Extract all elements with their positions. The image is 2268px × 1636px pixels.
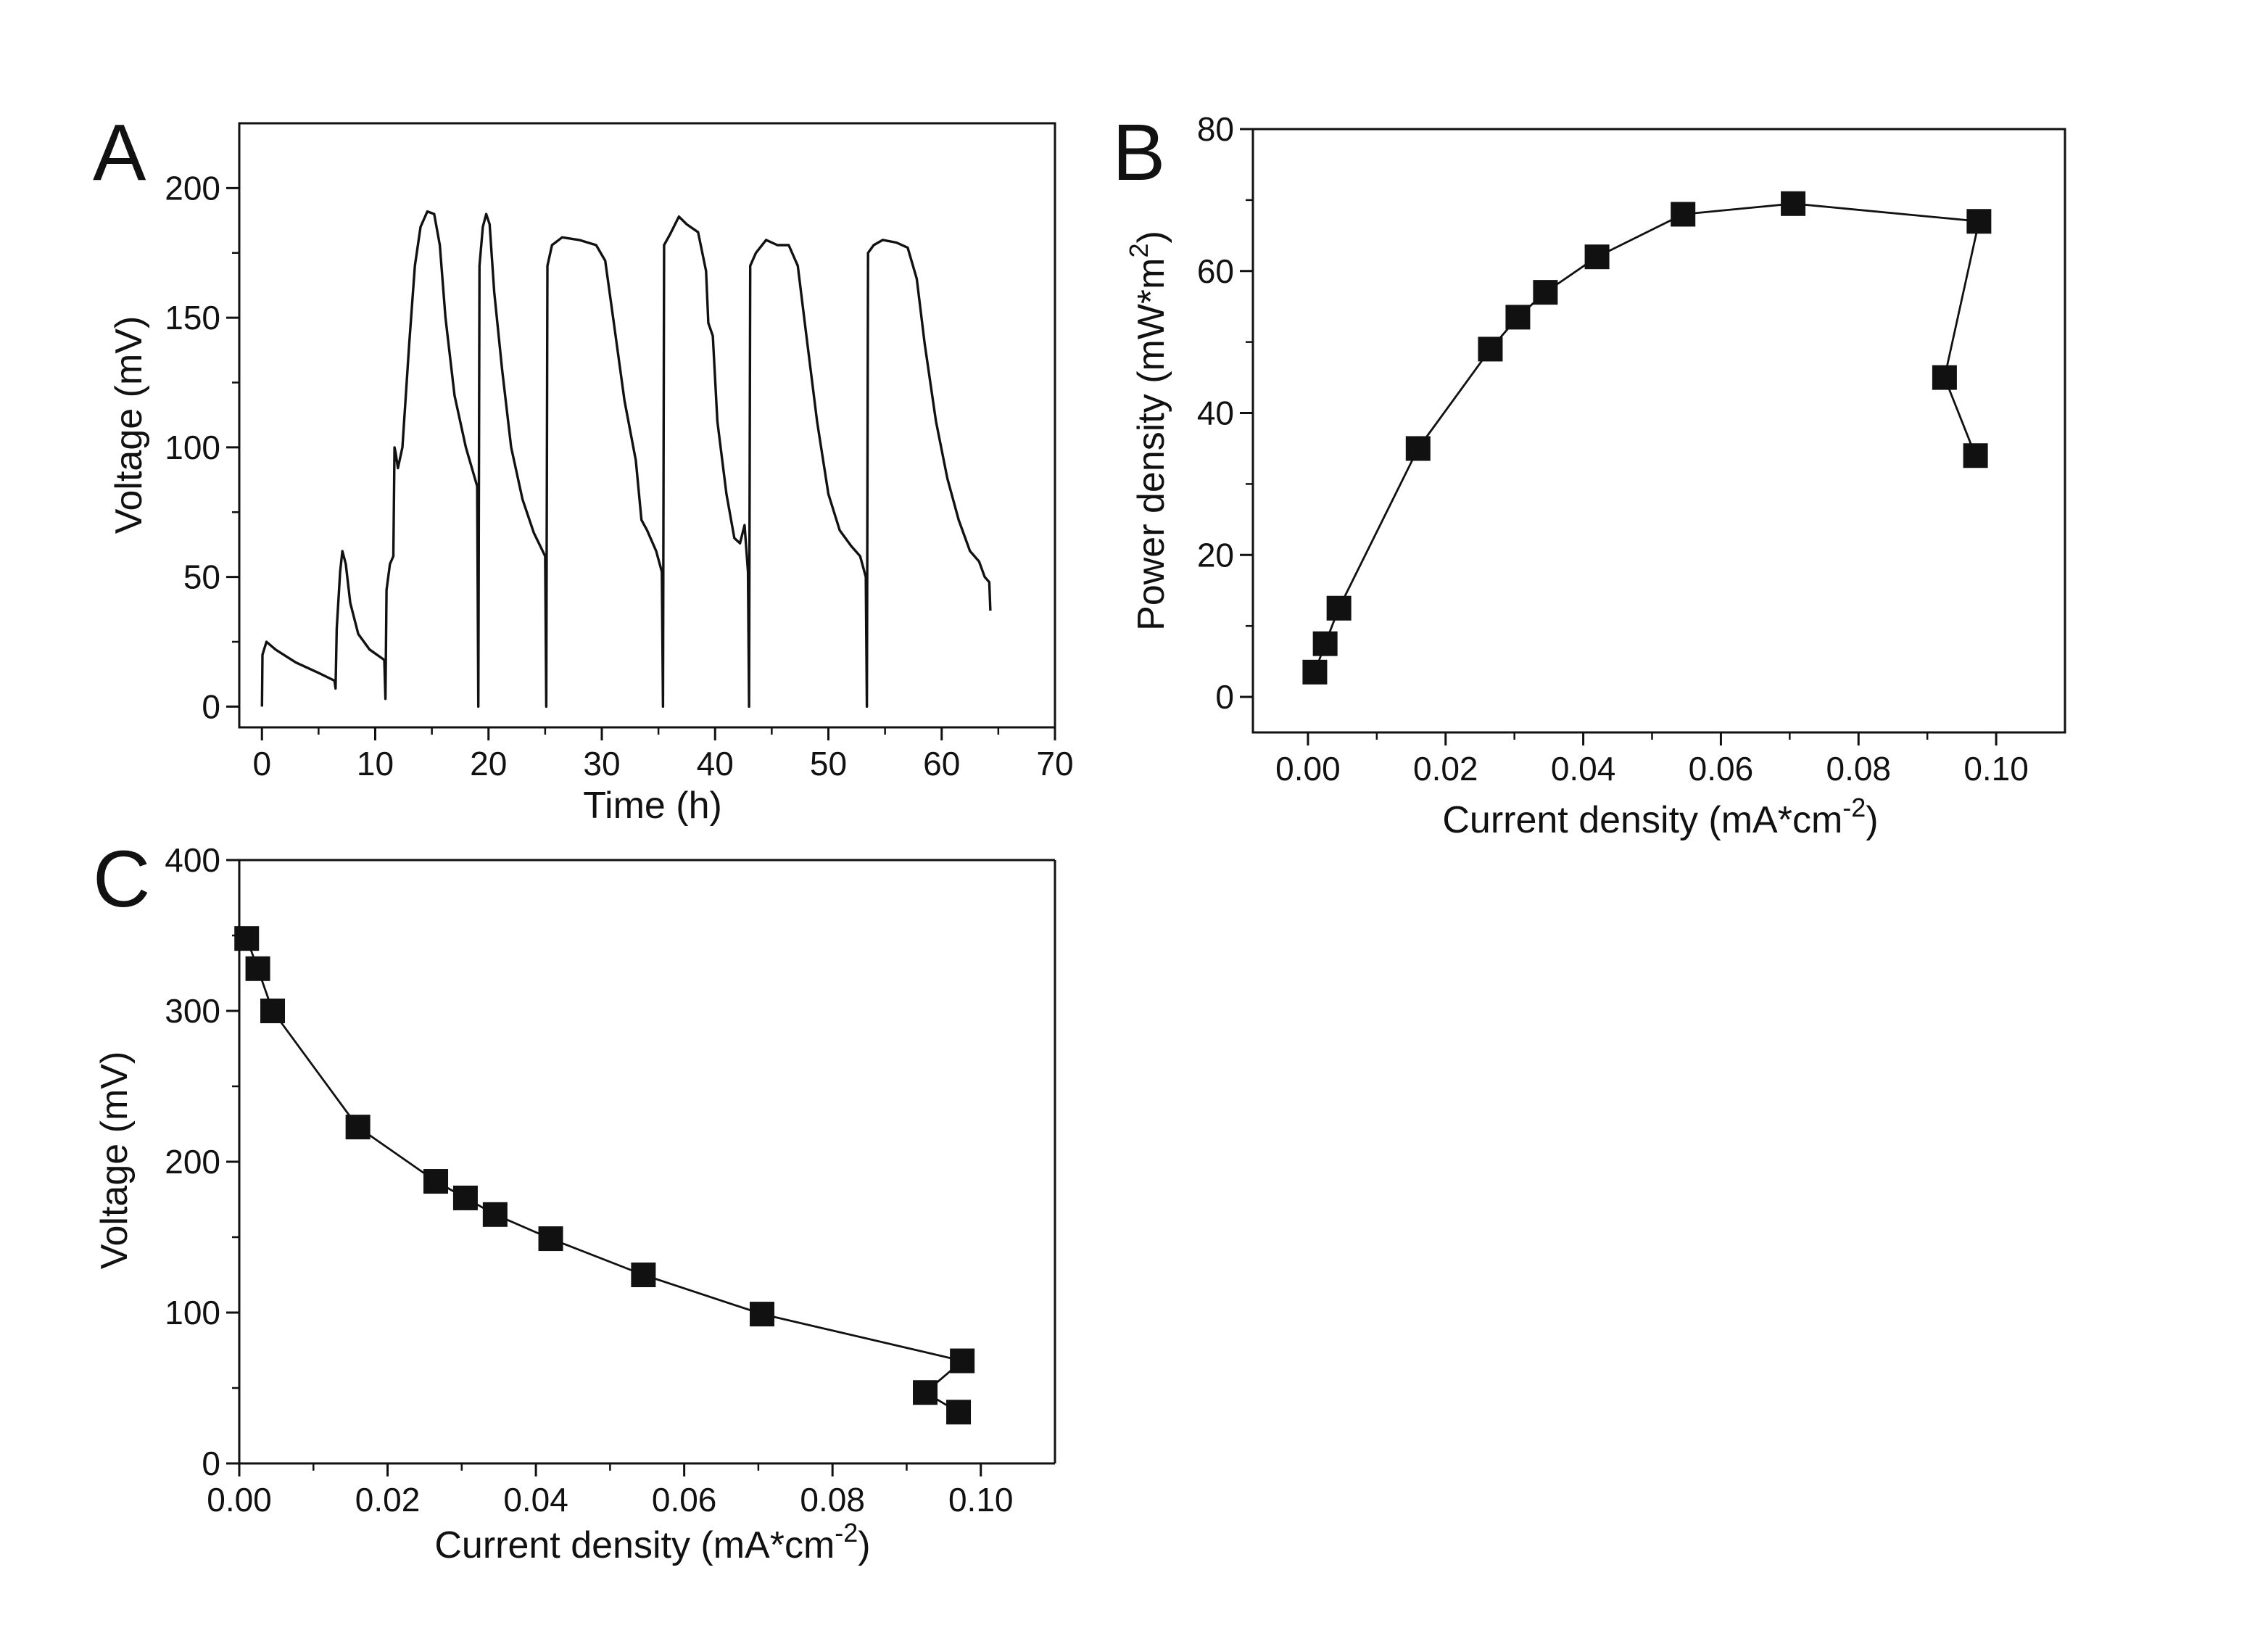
panel-c-data-point bbox=[345, 1115, 371, 1140]
panel-a-y-tick-label: 0 bbox=[202, 687, 220, 725]
panel-b-data-point bbox=[1302, 659, 1328, 685]
panel-c-letter: C bbox=[93, 835, 150, 924]
panel-b-y-tick-label: 40 bbox=[1197, 394, 1234, 432]
panel-b-data-point bbox=[1963, 443, 1988, 468]
panel-a-x-tick-label: 60 bbox=[923, 745, 960, 782]
panel-a-plot-frame bbox=[238, 122, 1056, 729]
panel-c-data-point bbox=[245, 956, 270, 981]
panel-c-x-tick-label: 0.04 bbox=[503, 1481, 568, 1519]
panel-b-x-label-end: ) bbox=[1866, 799, 1878, 841]
panel-c-y-tick-label: 0 bbox=[202, 1445, 220, 1482]
panel-b-y-tick-label: 80 bbox=[1197, 110, 1234, 148]
panel-c-plot-frame bbox=[238, 859, 1056, 1465]
panel-a-letter: A bbox=[93, 108, 146, 197]
panel-a-y-tick-label: 150 bbox=[165, 299, 220, 336]
panel-b-y-axis-label: Power density (mW*m2) bbox=[1124, 231, 1172, 631]
panel-b-x-tick-label: 0.00 bbox=[1275, 750, 1341, 788]
panel-c-data-point bbox=[950, 1348, 975, 1373]
panel-b-y-label-main: Power density (mW*m bbox=[1130, 258, 1172, 631]
panel-c-x-label-end: ) bbox=[858, 1524, 870, 1566]
panel-c-y-tick-label: 300 bbox=[165, 992, 220, 1030]
panel-b-data-point bbox=[1312, 631, 1338, 656]
panel-a-x-tick-label: 20 bbox=[470, 745, 507, 782]
panel-b-data-point bbox=[1326, 595, 1352, 621]
panel-b-y-label-end: ) bbox=[1130, 231, 1172, 243]
panel-c-x-axis-label: Current density (mA*cm-2) bbox=[434, 1518, 870, 1566]
panel-b-data-point bbox=[1478, 336, 1503, 362]
panel-b-letter: B bbox=[1112, 108, 1165, 197]
panel-a-x-tick-label: 10 bbox=[357, 745, 394, 782]
panel-a: A 0 10 20 30 40 50 60 70 0 50 100 150 200 Time (h) V… bbox=[93, 108, 1074, 827]
panel-c-data-point bbox=[423, 1169, 449, 1194]
panel-c-x-tick-label: 0.06 bbox=[652, 1481, 717, 1519]
panel-c-data-point bbox=[946, 1400, 972, 1425]
panel-b-x-tick-label: 0.04 bbox=[1551, 750, 1616, 788]
panel-c-x-label-main: Current density (mA*cm bbox=[434, 1524, 835, 1566]
panel-c-data-point bbox=[452, 1185, 478, 1210]
panel-c-data-point bbox=[913, 1380, 938, 1405]
panel-c-y-tick-label: 100 bbox=[165, 1294, 220, 1331]
panel-a-x-tick-label: 0 bbox=[252, 745, 271, 782]
panel-c-x-tick-label: 0.10 bbox=[948, 1481, 1014, 1519]
panel-c: C 0.00 0.02 0.04 0.06 0.08 0.100100200300400 … bbox=[93, 835, 1056, 1566]
panel-c-y-axis-label: Voltage (mV) bbox=[94, 1052, 136, 1270]
panel-b-data-point bbox=[1781, 191, 1806, 216]
panel-a-x-axis-label: Time (h) bbox=[583, 785, 722, 827]
panel-b-data-point bbox=[1584, 244, 1610, 270]
panel-c-data-point bbox=[750, 1302, 775, 1327]
panel-b-data-point bbox=[1405, 436, 1431, 461]
panel-b-x-tick-label: 0.10 bbox=[1963, 750, 2029, 788]
panel-b-y-label-sup: 2 bbox=[1124, 243, 1154, 257]
panel-c-x-tick-label: 0.02 bbox=[355, 1481, 421, 1519]
panel-b-y-tick-label: 0 bbox=[1215, 678, 1234, 716]
panel-a-x-tick-label: 40 bbox=[697, 745, 734, 782]
panel-c-x-tick-label: 0.00 bbox=[207, 1481, 272, 1519]
panel-b-data-point bbox=[1966, 209, 1992, 234]
panel-a-y-axis-label: Voltage (mV) bbox=[108, 316, 150, 534]
panel-a-x-tick-label: 30 bbox=[583, 745, 620, 782]
panel-a-x-tick-label: 70 bbox=[1036, 745, 1073, 782]
panel-c-data-point bbox=[234, 926, 260, 951]
panel-c-x-label-sup: -2 bbox=[835, 1518, 858, 1548]
panel-c-data-point bbox=[482, 1202, 508, 1227]
panel-b-x-tick-label: 0.06 bbox=[1689, 750, 1754, 788]
panel-b-data-point bbox=[1932, 365, 1957, 390]
panel-a-y-tick-label: 100 bbox=[165, 429, 220, 466]
panel-b-data-point bbox=[1533, 280, 1558, 305]
panel-b: B 0.00 0.02 0.04 0.06 0.08 0.10 0 20 40 60 80 Curr… bbox=[1112, 108, 2066, 841]
panel-c-data-point bbox=[631, 1263, 656, 1287]
panel-a-x-tick-label: 50 bbox=[810, 745, 847, 782]
panel-b-x-tick-label: 0.08 bbox=[1826, 750, 1891, 788]
panel-c-data-point bbox=[538, 1226, 563, 1252]
panel-b-x-tick-label: 0.02 bbox=[1413, 750, 1478, 788]
panel-c-y-tick-label: 400 bbox=[165, 841, 220, 879]
panel-c-x-tick-label: 0.08 bbox=[800, 1481, 865, 1519]
panel-a-voltage-trace bbox=[260, 210, 992, 708]
panel-b-x-label-main: Current density (mA*cm bbox=[1442, 799, 1842, 841]
panel-b-data-point bbox=[1505, 305, 1531, 330]
panel-c-data-point bbox=[260, 999, 286, 1023]
panel-b-data-point bbox=[1671, 202, 1696, 227]
panel-c-y-tick-label: 200 bbox=[165, 1143, 220, 1181]
panel-b-x-axis-label: Current density (mA*cm-2) bbox=[1442, 793, 1878, 841]
panel-a-y-tick-label: 50 bbox=[183, 558, 220, 596]
panel-b-y-tick-label: 20 bbox=[1197, 536, 1234, 574]
panel-b-y-tick-label: 60 bbox=[1197, 252, 1234, 290]
panel-b-x-label-sup: -2 bbox=[1842, 793, 1866, 822]
panel-a-y-tick-label: 200 bbox=[165, 169, 220, 207]
panel-b-plot-frame bbox=[1251, 128, 2066, 734]
